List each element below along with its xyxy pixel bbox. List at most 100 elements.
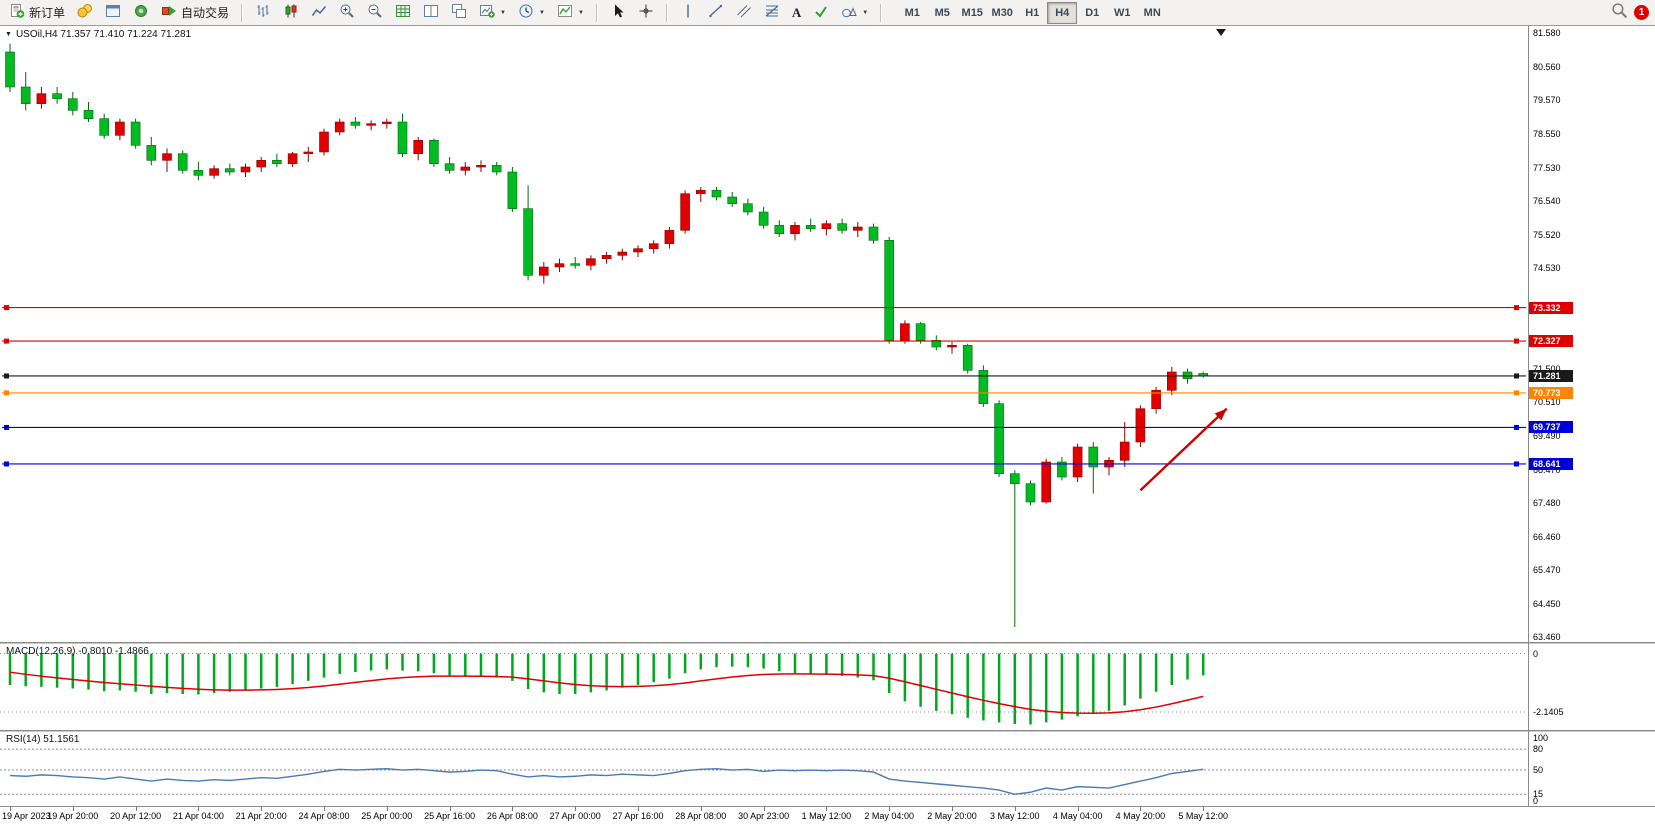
timeframe-m1-button[interactable]: M1 bbox=[904, 6, 920, 19]
price-tick: 74.530 bbox=[1533, 262, 1561, 273]
channel-tool-button[interactable] bbox=[731, 1, 757, 25]
bull-candle bbox=[947, 345, 957, 348]
fibonacci-tool-button[interactable] bbox=[759, 1, 785, 25]
period-button[interactable]: ▼ bbox=[513, 1, 550, 25]
time-tick-mark bbox=[1140, 807, 1142, 811]
green-circle-icon bbox=[133, 3, 149, 22]
bar-chart-mode-button[interactable] bbox=[250, 1, 276, 25]
timeframe-d1-button[interactable]: D1 bbox=[1085, 6, 1100, 19]
price-line-label: 72.327 bbox=[1529, 335, 1573, 348]
timeframe-w1-button[interactable]: W1 bbox=[1113, 6, 1131, 19]
price-tick: 81.580 bbox=[1533, 27, 1561, 38]
grid-icon bbox=[395, 3, 411, 22]
line-endpoint[interactable] bbox=[1514, 338, 1519, 344]
shapes-tool-button[interactable]: ▼ bbox=[836, 1, 873, 25]
panel-splitter[interactable] bbox=[0, 730, 1655, 732]
time-tick-label: 21 Apr 04:00 bbox=[172, 811, 224, 821]
auto-trading-button[interactable]: 自动交易 bbox=[156, 1, 234, 25]
period-dropdown-caret: ▼ bbox=[538, 9, 545, 16]
line-endpoint[interactable] bbox=[4, 373, 9, 379]
new-order-button[interactable]: 新订单 bbox=[4, 1, 70, 25]
cascade-windows-button[interactable] bbox=[446, 1, 472, 25]
zoom-out-button[interactable] bbox=[362, 1, 388, 25]
bear-candle bbox=[272, 160, 282, 164]
cursor-icon bbox=[610, 3, 626, 22]
bull-candle bbox=[1135, 408, 1146, 443]
rsi-tick: 100 bbox=[1533, 733, 1549, 743]
bear-candle bbox=[68, 98, 78, 111]
bull-candle bbox=[1151, 390, 1161, 409]
macd-panel-canvas[interactable] bbox=[0, 644, 1528, 730]
tile-windows-button[interactable] bbox=[418, 1, 444, 25]
text-tool-button[interactable]: A bbox=[787, 1, 806, 25]
terminal-panel-button[interactable] bbox=[100, 1, 126, 25]
new-chart-button[interactable]: ▼ bbox=[474, 1, 511, 25]
bull-candle bbox=[115, 121, 125, 136]
line-chart-mode-button[interactable] bbox=[306, 1, 332, 25]
toolbar-separator bbox=[880, 3, 883, 22]
main-toolbar: 新订单 自动交易 bbox=[0, 0, 1655, 26]
trend-arrow[interactable] bbox=[1139, 407, 1228, 492]
zoom-out-icon bbox=[367, 3, 383, 22]
arrows-tool-button[interactable] bbox=[808, 1, 834, 25]
timeframe-m30-button[interactable]: M30 bbox=[991, 6, 1013, 19]
price-line-label: 71.281 bbox=[1529, 369, 1573, 382]
line-endpoint[interactable] bbox=[1514, 373, 1519, 379]
price-tick: 65.470 bbox=[1533, 564, 1561, 575]
price-line-label: 69.737 bbox=[1529, 421, 1573, 434]
bear-candle bbox=[1057, 461, 1067, 478]
crosshair-icon bbox=[638, 3, 654, 22]
line-endpoint[interactable] bbox=[1514, 390, 1519, 396]
time-tick-mark bbox=[1203, 807, 1205, 811]
price-tick: 77.530 bbox=[1533, 162, 1561, 173]
line-endpoint[interactable] bbox=[1514, 305, 1519, 311]
line-endpoint[interactable] bbox=[4, 305, 9, 311]
line-endpoint[interactable] bbox=[4, 338, 9, 344]
time-axis[interactable]: 19 Apr 2023 19 Apr 20:00 20 Apr 12:00 21 Ap… bbox=[0, 806, 1655, 828]
timeframe-h1-button[interactable]: H1 bbox=[1025, 6, 1040, 19]
time-tick-label: 27 Apr 00:00 bbox=[549, 811, 601, 821]
zoom-in-button[interactable] bbox=[334, 1, 360, 25]
rsi-line bbox=[9, 767, 1204, 795]
zoom-in-icon bbox=[339, 3, 355, 22]
cascade-windows-icon bbox=[451, 3, 467, 22]
timeframe-m5-button[interactable]: M5 bbox=[934, 6, 950, 19]
time-tick-mark bbox=[638, 807, 639, 811]
candlestick-mode-button[interactable] bbox=[278, 1, 304, 25]
line-endpoint[interactable] bbox=[1514, 424, 1519, 430]
bear-candle bbox=[570, 263, 581, 266]
timeframe-h4-button[interactable]: H4 bbox=[1047, 1, 1078, 24]
panel-splitter[interactable] bbox=[0, 642, 1655, 644]
cursor-tool-button[interactable] bbox=[605, 1, 631, 25]
bull-candle bbox=[1041, 461, 1051, 503]
new-order-label: 新订单 bbox=[29, 6, 66, 20]
line-endpoint[interactable] bbox=[1514, 461, 1519, 467]
notification-badge[interactable]: 1 bbox=[1634, 5, 1649, 20]
market-watch-button[interactable] bbox=[72, 1, 98, 25]
chart-shift-marker[interactable] bbox=[1216, 29, 1226, 36]
trendline-tool-button[interactable] bbox=[703, 1, 729, 25]
symbol-ohlc-text: USOil,H4 71.357 71.410 71.224 71.281 bbox=[15, 29, 192, 40]
indicators-button[interactable]: ▼ bbox=[552, 1, 589, 25]
vertical-line-tool-button[interactable] bbox=[675, 1, 701, 25]
crosshair-tool-button[interactable] bbox=[633, 1, 659, 25]
price-line-label: 68.641 bbox=[1529, 457, 1573, 470]
one-click-trading-arrow[interactable]: ▼ bbox=[5, 31, 12, 38]
timeframe-mn-button[interactable]: MN bbox=[1143, 6, 1161, 19]
price-tick: 78.550 bbox=[1533, 128, 1561, 139]
search-icon[interactable] bbox=[1611, 2, 1628, 24]
line-endpoint[interactable] bbox=[4, 461, 9, 467]
time-tick-label: 19 Apr 20:00 bbox=[47, 811, 99, 821]
line-endpoint[interactable] bbox=[4, 424, 9, 430]
auto-arrange-button[interactable] bbox=[390, 1, 416, 25]
timeframe-m15-button[interactable]: M15 bbox=[961, 6, 983, 19]
price-line-label: 70.773 bbox=[1529, 386, 1573, 399]
line-endpoint[interactable] bbox=[4, 390, 9, 396]
bull-candle bbox=[256, 160, 267, 168]
rsi-panel-canvas[interactable] bbox=[0, 732, 1528, 806]
bear-candle bbox=[1009, 473, 1020, 484]
toolbar-right-group: 1 bbox=[1611, 2, 1651, 24]
main-chart-canvas[interactable] bbox=[0, 26, 1528, 642]
navigator-button[interactable] bbox=[128, 1, 154, 25]
line-chart-icon bbox=[311, 3, 327, 22]
